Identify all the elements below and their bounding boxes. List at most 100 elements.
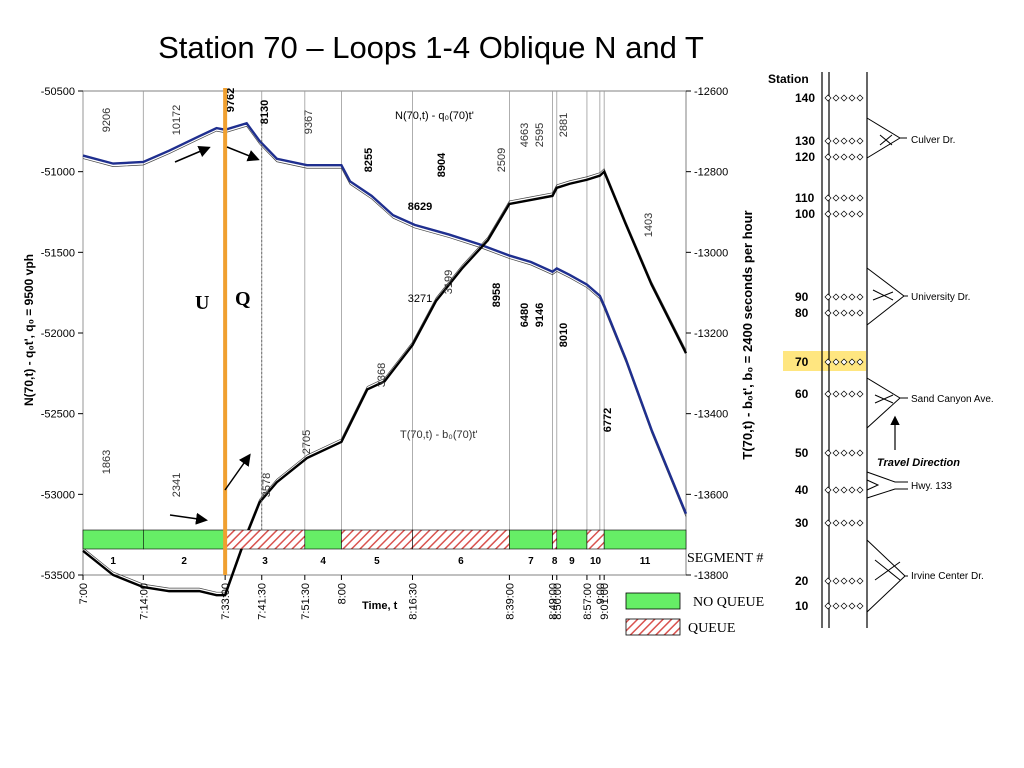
loop-detector-80-1 [832, 309, 840, 317]
loop-detector-40-3 [848, 486, 856, 494]
segment-9 [556, 529, 588, 550]
rate-label-8255: 8255 [363, 148, 375, 172]
loop-detector-120-1 [832, 153, 840, 161]
station-label-80: 80 [795, 306, 809, 320]
rate-label-8629: 8629 [408, 201, 432, 213]
loop-detector-10-3 [848, 602, 856, 610]
left-axis-title: N(70,t) - q₀t', q₀ = 9500 vph [22, 254, 36, 406]
oblique-reference-lines [82, 125, 687, 593]
loop-detector-80-3 [848, 309, 856, 317]
interchange-university: University Dr. [911, 292, 970, 303]
station-rows: 140 130 120 110 100 90 80 70 60 50 40 30 20 10 [795, 91, 864, 613]
legend-no-queue-label: NO QUEUE [693, 595, 764, 610]
right-axis-ticks: -12600 -12800 -13000 -13200 -13400 -13600 -138… [686, 86, 728, 582]
loop-detector-90-4 [856, 293, 864, 301]
arrow-t-rise [224, 453, 251, 491]
fit-line-0 [82, 125, 687, 517]
interchange-sand-canyon: Sand Canyon Ave. [911, 394, 994, 405]
right-tick-label-3: -13200 [694, 328, 728, 340]
right-tick-label-5: -13600 [694, 489, 728, 501]
left-tick-label-6: -53500 [41, 570, 75, 582]
rate-label-9146: 9146 [534, 303, 546, 327]
loop-detector-60-0 [824, 390, 832, 398]
station-label-90: 90 [795, 290, 809, 304]
segment-label-10: 10 [590, 556, 602, 567]
segment-10 [586, 529, 605, 550]
left-tick-label-4: -52500 [41, 409, 75, 421]
ramp-culver [866, 117, 907, 159]
arrow-t-flat [169, 512, 208, 525]
u-marker-label: U [195, 292, 209, 314]
x-tick-label-12: 9:01:00 [599, 583, 611, 620]
loop-detector-20-4 [856, 577, 864, 585]
rate-label-2881: 2881 [558, 113, 570, 137]
station-70-highlight [783, 351, 866, 371]
left-tick-label-0: -50500 [41, 86, 75, 98]
interchange-culver: Culver Dr. [911, 135, 955, 146]
rate-label-2595: 2595 [534, 123, 546, 147]
station-label-50: 50 [795, 446, 809, 460]
rate-label-8958: 8958 [491, 283, 503, 307]
segment-4 [304, 529, 342, 550]
x-axis-ticks: 7:00 7:14:00 7:33:00 7:41:30 7:51:30 8:00 8:16… [78, 575, 611, 620]
rate-label-8904: 8904 [436, 152, 448, 177]
loop-detector-100-0 [824, 210, 832, 218]
loop-detector-70-1 [832, 358, 840, 366]
rate-label-8010: 8010 [558, 323, 570, 347]
interchange-irvine-center: Irvine Center Dr. [911, 571, 984, 582]
fit-line-1 [82, 168, 687, 593]
x-tick-label-8: 8:49:00 [547, 583, 559, 620]
left-tick-label-1: -51000 [41, 167, 75, 179]
loop-detector-140-4 [856, 94, 864, 102]
segment-11 [603, 529, 687, 550]
rate-label-2705: 2705 [301, 430, 313, 454]
loop-detector-90-1 [832, 293, 840, 301]
loop-detector-40-0 [824, 486, 832, 494]
station-label-10: 10 [795, 599, 809, 613]
segment-label-9: 9 [569, 556, 575, 567]
rate-label-3199: 3199 [443, 270, 455, 294]
loop-detector-60-1 [832, 390, 840, 398]
loop-detector-60-2 [840, 390, 848, 398]
rate-label-6772: 6772 [602, 408, 614, 432]
segment-label-1: 1 [110, 556, 116, 567]
loop-detector-40-1 [832, 486, 840, 494]
segment-8 [552, 529, 558, 550]
loop-detector-120-0 [824, 153, 832, 161]
ramp-sand-canyon [866, 377, 908, 429]
segment-2 [143, 529, 226, 550]
rate-label-2509: 2509 [496, 148, 508, 172]
loop-detector-10-1 [832, 602, 840, 610]
loop-detector-100-3 [848, 210, 856, 218]
series-line-0 [82, 121, 688, 515]
x-tick-label-10: 8:57:00 [582, 583, 594, 620]
x-tick-label-9: 8:50:00 [552, 583, 564, 620]
x-tick-label-4: 7:51:30 [300, 583, 312, 620]
loop-detector-120-3 [848, 153, 856, 161]
loop-detector-130-2 [840, 137, 848, 145]
station-diagram: Station 14013012011010090807060504030201… [768, 72, 994, 628]
segment-6 [412, 529, 510, 550]
rate-label-9762: 9762 [225, 88, 237, 112]
loop-detector-110-3 [848, 194, 856, 202]
rate-label-8130: 8130 [259, 100, 271, 124]
loop-detector-90-0 [824, 293, 832, 301]
loop-detector-140-0 [824, 94, 832, 102]
segment-label-5: 5 [374, 556, 380, 567]
segment-label-6: 6 [458, 556, 464, 567]
loop-detector-70-0 [824, 358, 832, 366]
loop-detector-70-2 [840, 358, 848, 366]
station-label-140: 140 [795, 91, 815, 105]
series-group [82, 121, 688, 597]
segment-label-2: 2 [181, 556, 187, 567]
loop-detector-130-1 [832, 137, 840, 145]
loop-detector-40-4 [856, 486, 864, 494]
loop-detector-50-3 [848, 449, 856, 457]
ramps [866, 117, 908, 613]
travel-direction-label: Travel Direction [877, 457, 960, 469]
loop-detector-50-4 [856, 449, 864, 457]
segment-label-3: 3 [262, 556, 268, 567]
station-label-70: 70 [795, 355, 809, 369]
station-label-110: 110 [795, 191, 815, 205]
